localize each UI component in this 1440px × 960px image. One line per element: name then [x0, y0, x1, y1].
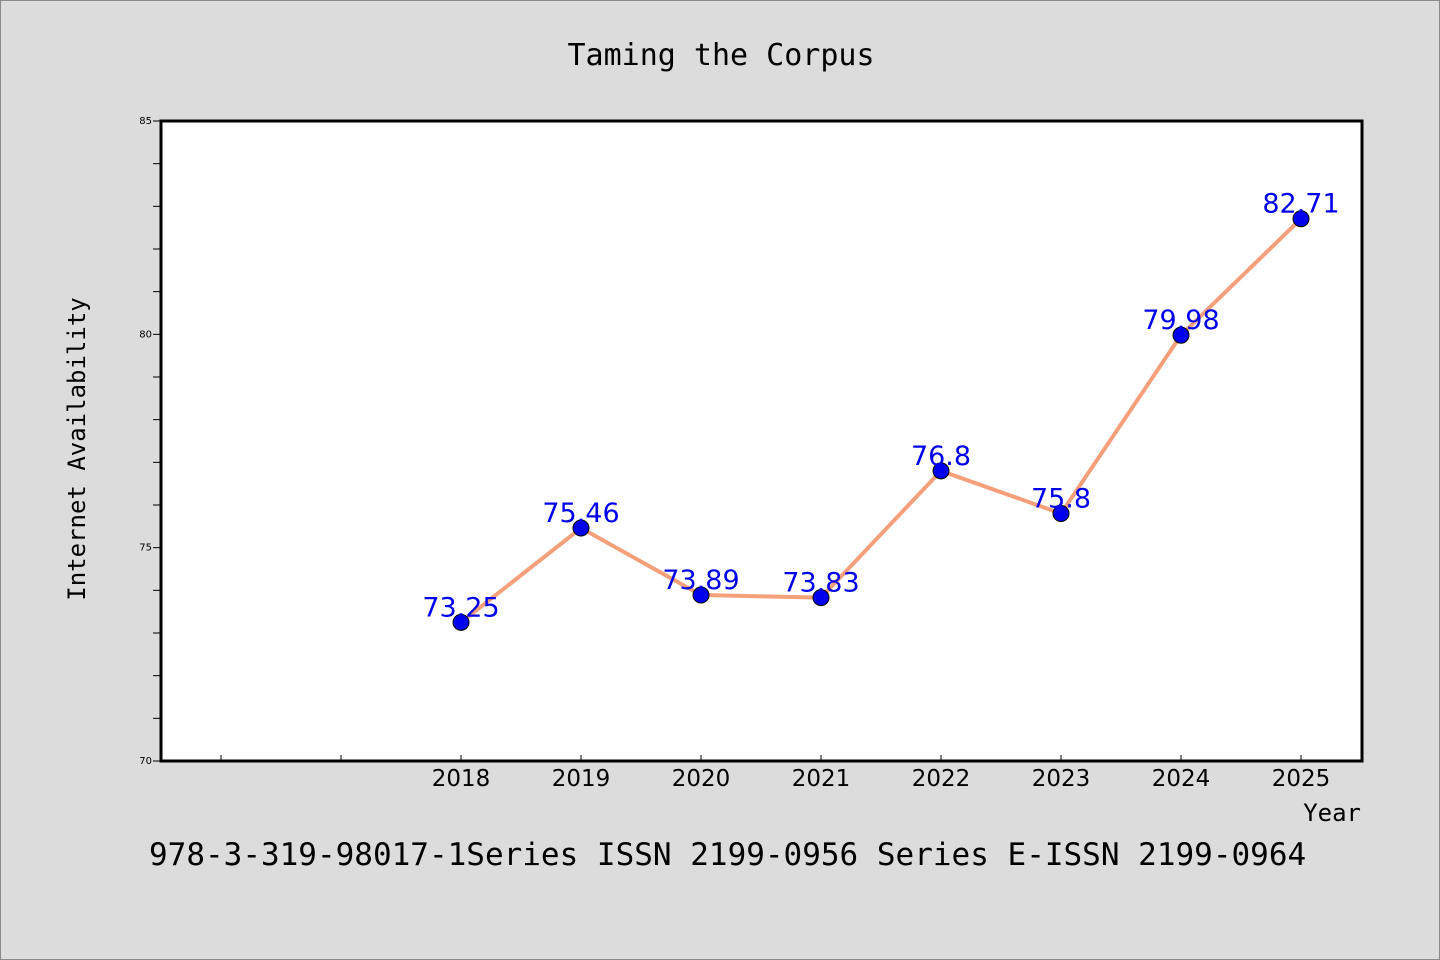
- plot-background: [161, 121, 1362, 761]
- data-point: [932, 462, 950, 480]
- data-point: [1292, 210, 1310, 228]
- data-point: [452, 613, 470, 631]
- y-tick-label: 70: [139, 756, 152, 767]
- data-label: 73.89: [662, 565, 739, 596]
- plot-frame: [159, 119, 1364, 763]
- x-tick-label: 2019: [552, 766, 611, 792]
- data-point: [1052, 505, 1070, 523]
- data-point: [1172, 326, 1190, 344]
- data-point: [812, 589, 830, 607]
- data-label: 73.83: [782, 568, 859, 599]
- data-label: 79.98: [1142, 305, 1219, 336]
- data-label: 82.71: [1262, 189, 1339, 220]
- footer-isbn-issn: 978-3-319-98017-1Series ISSN 2199-0956 S…: [149, 837, 1306, 873]
- chart-title: Taming the Corpus: [567, 38, 874, 73]
- x-tick-label: 2024: [1152, 766, 1211, 792]
- y-tick-label: 75: [139, 543, 152, 554]
- x-axis-label: Year: [1303, 799, 1361, 827]
- data-label: 75.46: [542, 498, 619, 529]
- y-tick-label: 85: [139, 116, 152, 127]
- data-label: 75.8: [1031, 484, 1091, 515]
- data-point: [572, 519, 590, 537]
- x-tick-label: 2021: [792, 766, 851, 792]
- y-axis-label: Internet Availability: [63, 297, 91, 600]
- data-label: 73.25: [422, 592, 499, 623]
- series-line: [459, 217, 1303, 624]
- y-tick-label: 80: [139, 329, 152, 340]
- x-tick-label: 2025: [1272, 766, 1331, 792]
- x-tick-label: 2023: [1032, 766, 1091, 792]
- data-label: 76.8: [911, 441, 971, 472]
- data-point: [692, 586, 710, 604]
- x-tick-label: 2018: [432, 766, 491, 792]
- x-tick-label: 2022: [912, 766, 971, 792]
- x-tick-label: 2020: [672, 766, 731, 792]
- plot-area: 70 75 80 85 2018 2019 2020 2021 2022 2023 2024 2025…: [139, 116, 1364, 792]
